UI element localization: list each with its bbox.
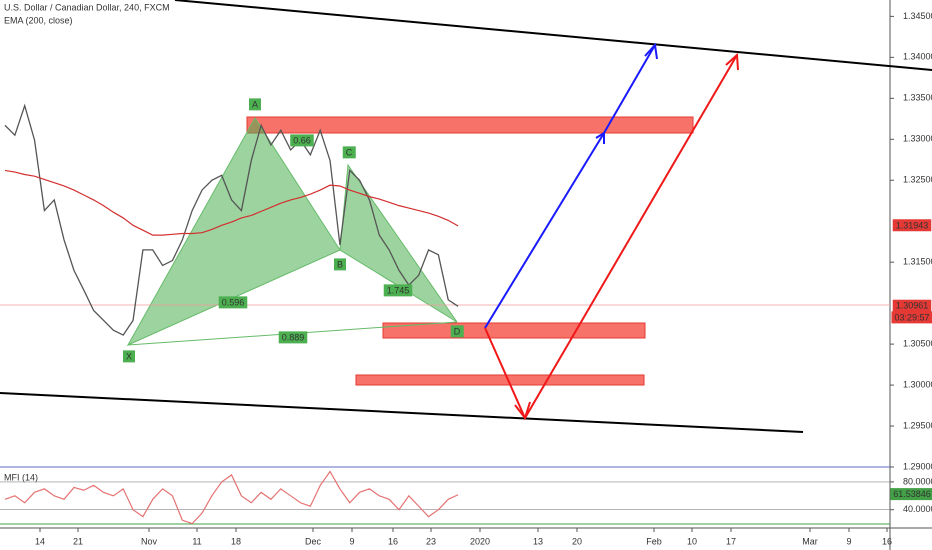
x-tick-label: 16 xyxy=(882,536,892,546)
y-tick-label: 1.30000 xyxy=(903,379,932,389)
pattern-label: B xyxy=(337,259,343,269)
zone xyxy=(246,116,694,134)
x-tick-label: Feb xyxy=(646,536,662,546)
legend-entry: EMA (200, close) xyxy=(4,15,73,25)
chart-title: U.S. Dollar / Canadian Dollar, 240, FXCM xyxy=(4,2,170,12)
y-tick-label: 1.34500 xyxy=(903,11,932,21)
series-line xyxy=(4,470,459,525)
arrow-head xyxy=(514,401,531,421)
y-tick-label: 1.32500 xyxy=(903,175,932,185)
x-tick-label: 9 xyxy=(349,536,354,546)
y-tick-label: 1.31500 xyxy=(903,257,932,267)
x-tick-label: 17 xyxy=(726,536,736,546)
x-tick-label: 18 xyxy=(231,536,241,546)
pattern-label-box xyxy=(342,146,356,159)
x-tick-label: Dec xyxy=(305,536,322,546)
last-value-label-box xyxy=(890,488,932,501)
pattern-label-box xyxy=(333,258,347,271)
y-tick-label: 1.30500 xyxy=(903,338,932,348)
x-tick-label: 16 xyxy=(388,536,398,546)
zone xyxy=(382,322,646,339)
x-tick-label: 11 xyxy=(192,536,201,546)
y-tick-label: 40.000000 xyxy=(903,504,932,514)
y-tick-label: 1.29500 xyxy=(903,420,932,430)
ratio-label-box xyxy=(278,331,308,344)
ratio-label: 0.66 xyxy=(293,135,311,145)
ratio-label-box xyxy=(383,284,413,297)
pattern-label: X xyxy=(126,351,132,361)
ratio-label: 0.596 xyxy=(222,297,245,307)
last-value-label: 1.30961 xyxy=(896,301,929,311)
arrow-head xyxy=(725,52,739,71)
ratio-label: 0.889 xyxy=(282,332,305,342)
trend-line xyxy=(0,392,804,433)
ratio-label-box xyxy=(290,134,314,147)
countdown-box xyxy=(891,311,932,324)
panel-title: MFI (14) xyxy=(4,472,38,482)
x-tick-label: 13 xyxy=(533,536,543,546)
pattern-label-box xyxy=(122,350,136,363)
pattern-label: C xyxy=(346,147,353,157)
pattern-label-box xyxy=(248,98,262,111)
arrow-head xyxy=(595,131,605,144)
last-value-label: 61.53846 xyxy=(893,489,931,499)
x-tick-label: Mar xyxy=(802,536,818,546)
x-tick-label: 2020 xyxy=(470,536,490,546)
ratio-label: 1.745 xyxy=(387,285,410,295)
x-tick-label: Nov xyxy=(141,536,158,546)
x-tick-label: 9 xyxy=(846,536,851,546)
last-value-label-box xyxy=(892,219,932,232)
x-tick-label: 14 xyxy=(35,536,45,546)
ratio-label-box xyxy=(218,296,248,309)
arrow-head xyxy=(644,42,658,60)
x-tick-label: 20 xyxy=(572,536,582,546)
pattern-label: A xyxy=(252,99,258,109)
series-line xyxy=(4,103,459,336)
y-tick-label: 1.33000 xyxy=(903,134,932,144)
zone xyxy=(355,374,645,386)
last-value-label-box xyxy=(892,299,932,312)
pattern-label-box xyxy=(450,325,464,338)
series-line xyxy=(4,169,459,236)
y-tick-label: 80.000000 xyxy=(903,476,932,486)
trend-line xyxy=(174,0,932,71)
x-tick-label: 21 xyxy=(73,536,83,546)
x-tick-label: 23 xyxy=(426,536,436,546)
y-tick-label: 1.29000 xyxy=(903,461,932,471)
last-value-label: 1.31943 xyxy=(896,220,929,230)
pattern-label: D xyxy=(454,326,461,336)
y-tick-label: 1.34000 xyxy=(903,52,932,62)
countdown: 03:29:57 xyxy=(894,312,929,322)
y-tick-label: 1.33500 xyxy=(903,93,932,103)
x-tick-label: 10 xyxy=(687,536,697,546)
